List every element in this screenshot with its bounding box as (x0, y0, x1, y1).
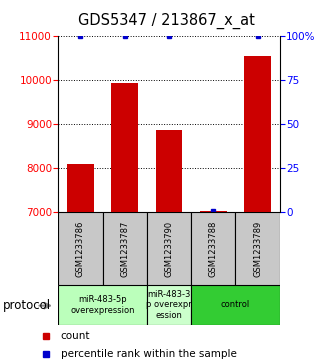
Text: count: count (61, 331, 90, 341)
Bar (103, 212, 147, 285)
Bar (67, 164, 94, 212)
Text: GDS5347 / 213867_x_at: GDS5347 / 213867_x_at (78, 13, 255, 29)
Text: GSM1233788: GSM1233788 (209, 220, 218, 277)
Bar (244, 56, 271, 212)
Bar (112, 83, 138, 212)
Text: GSM1233789: GSM1233789 (253, 221, 262, 277)
Text: miR-483-5p
overexpression: miR-483-5p overexpression (70, 295, 135, 315)
Text: GSM1233790: GSM1233790 (165, 221, 173, 277)
Text: miR-483-3
p overexpr
ession: miR-483-3 p overexpr ession (146, 290, 192, 320)
Bar (235, 212, 280, 285)
Bar (147, 285, 191, 325)
Bar (156, 130, 182, 212)
Text: GSM1233787: GSM1233787 (120, 220, 129, 277)
Bar (191, 285, 280, 325)
Bar (58, 285, 147, 325)
Text: protocol: protocol (3, 299, 52, 312)
Bar (58, 212, 103, 285)
Text: GSM1233786: GSM1233786 (76, 220, 85, 277)
Text: percentile rank within the sample: percentile rank within the sample (61, 349, 236, 359)
Bar (191, 212, 235, 285)
Bar (147, 212, 191, 285)
Text: control: control (221, 301, 250, 309)
